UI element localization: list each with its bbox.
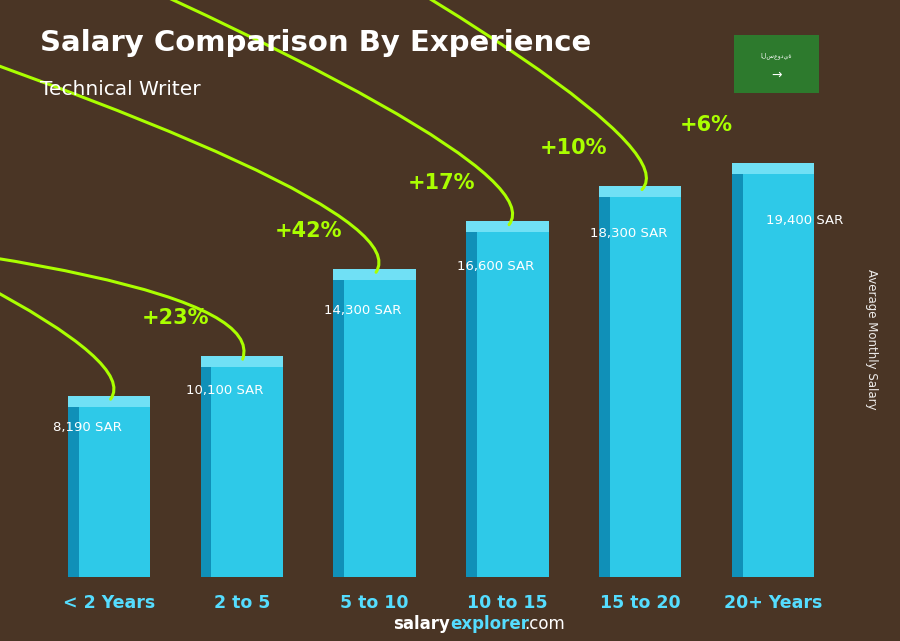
Text: 18,300 SAR: 18,300 SAR: [590, 228, 667, 240]
Text: +17%: +17%: [408, 173, 475, 193]
Text: 14,300 SAR: 14,300 SAR: [324, 304, 401, 317]
Bar: [477, 232, 549, 577]
Bar: [201, 367, 212, 577]
Bar: [68, 407, 78, 577]
Text: +6%: +6%: [680, 115, 733, 135]
Bar: [742, 174, 814, 577]
Bar: [599, 197, 609, 577]
Bar: [344, 280, 416, 577]
Text: 19,400 SAR: 19,400 SAR: [766, 215, 843, 228]
Bar: [68, 396, 150, 407]
Bar: [732, 174, 742, 577]
Bar: [333, 269, 416, 280]
Bar: [609, 197, 681, 577]
Bar: [599, 186, 681, 197]
Text: Salary Comparison By Experience: Salary Comparison By Experience: [40, 29, 592, 57]
Text: →: →: [771, 69, 781, 82]
Bar: [333, 280, 344, 577]
Text: 16,600 SAR: 16,600 SAR: [457, 260, 535, 273]
Text: +10%: +10%: [540, 138, 608, 158]
Bar: [212, 367, 283, 577]
Bar: [201, 356, 283, 367]
Bar: [732, 163, 814, 174]
Text: +23%: +23%: [141, 308, 209, 328]
Text: السعودية: السعودية: [760, 52, 792, 59]
Bar: [466, 221, 549, 232]
Text: +42%: +42%: [274, 221, 342, 241]
Text: .com: .com: [524, 615, 564, 633]
Text: salary: salary: [393, 615, 450, 633]
Text: Average Monthly Salary: Average Monthly Salary: [865, 269, 878, 410]
Text: 8,190 SAR: 8,190 SAR: [53, 420, 122, 433]
Bar: [78, 407, 150, 577]
Text: explorer: explorer: [450, 615, 529, 633]
Text: 10,100 SAR: 10,100 SAR: [186, 384, 264, 397]
Bar: [466, 232, 477, 577]
Text: Technical Writer: Technical Writer: [40, 80, 201, 99]
